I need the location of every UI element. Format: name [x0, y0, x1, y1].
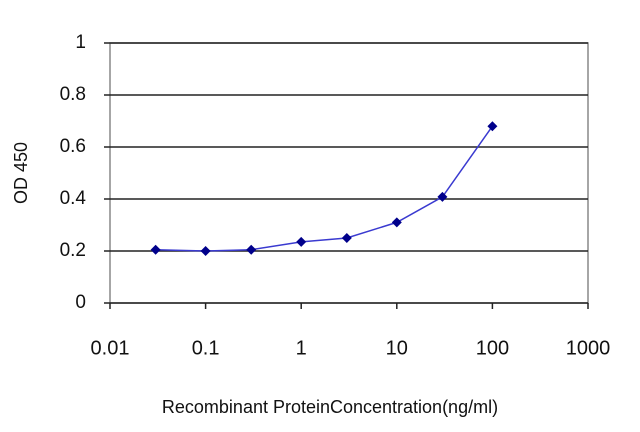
y-tick-label: 1	[75, 32, 86, 53]
x-tick-label: 1	[296, 337, 307, 359]
data-line	[155, 125, 494, 252]
y-tick-label: 0.2	[60, 240, 86, 261]
x-tick-label: 1000	[566, 337, 611, 359]
data-point	[150, 244, 161, 255]
x-tick-label: 0.1	[192, 337, 220, 359]
data-point	[437, 191, 448, 202]
x-tick-label: 10	[386, 337, 408, 359]
data-point	[200, 246, 211, 256]
y-tick-label: 0	[75, 292, 86, 313]
x-axis-label: Recombinant ProteinConcentration(ng/ml)	[162, 397, 498, 417]
data-point	[487, 121, 498, 132]
data-point	[391, 217, 402, 228]
data-point	[246, 244, 257, 255]
x-tick-label: 100	[476, 337, 509, 359]
y-tick-label: 0.6	[60, 136, 86, 157]
data-point	[296, 236, 307, 247]
plot-area	[109, 42, 589, 304]
y-axis-label: OD 450	[11, 142, 31, 204]
x-tick-label: 0.01	[91, 337, 130, 359]
y-tick-label: 0.4	[60, 188, 87, 209]
data-point	[341, 233, 352, 243]
y-tick-label: 0.8	[60, 84, 86, 105]
